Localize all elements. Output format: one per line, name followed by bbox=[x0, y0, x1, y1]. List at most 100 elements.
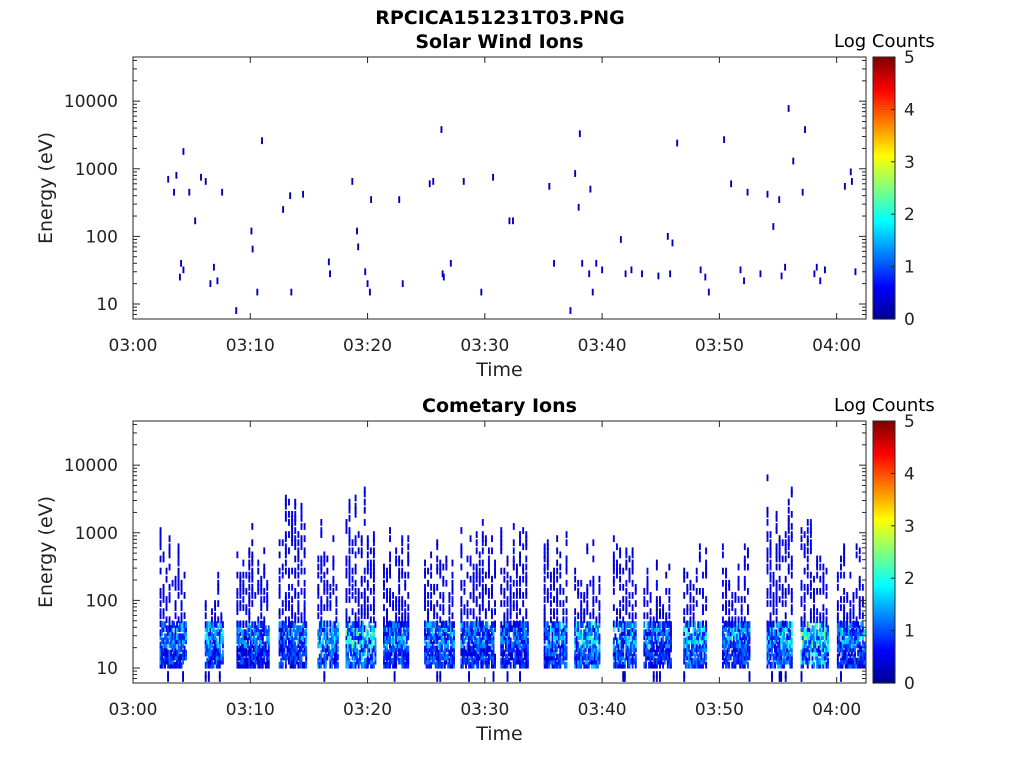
data-cell bbox=[263, 616, 266, 624]
data-cell bbox=[631, 604, 634, 611]
data-cell bbox=[548, 649, 551, 657]
data-cell bbox=[436, 600, 439, 607]
data-cell bbox=[847, 629, 850, 637]
panel-1-title: Solar Wind Ions bbox=[415, 31, 584, 53]
data-cell bbox=[787, 498, 790, 506]
data-cell bbox=[732, 645, 735, 653]
data-cell bbox=[515, 592, 518, 599]
data-cell bbox=[407, 612, 410, 620]
data-cell bbox=[266, 600, 269, 607]
data-cell bbox=[302, 190, 305, 198]
data-cell bbox=[726, 637, 729, 645]
data-cell bbox=[366, 579, 369, 587]
data-cell bbox=[819, 588, 822, 595]
data-cell bbox=[284, 502, 287, 510]
data-cell bbox=[838, 649, 841, 657]
data-cell bbox=[185, 637, 187, 645]
colorbar-segment bbox=[873, 496, 895, 501]
data-cell bbox=[625, 645, 628, 653]
data-cell bbox=[351, 621, 354, 629]
data-cell bbox=[427, 621, 430, 629]
data-cell bbox=[852, 653, 855, 661]
data-cell bbox=[220, 625, 223, 633]
data-cell bbox=[652, 675, 655, 682]
data-cell bbox=[725, 661, 727, 669]
data-cell bbox=[469, 625, 472, 633]
data-cell bbox=[461, 637, 464, 645]
data-cell bbox=[702, 633, 704, 641]
data-cell bbox=[395, 555, 398, 563]
data-cell bbox=[816, 657, 819, 665]
data-cell bbox=[612, 637, 615, 645]
colorbar-segment bbox=[873, 515, 895, 519]
data-cell bbox=[372, 567, 375, 575]
data-cell bbox=[806, 588, 809, 595]
data-cell bbox=[515, 579, 518, 587]
data-cell bbox=[819, 641, 822, 649]
data-cell bbox=[492, 641, 495, 649]
data-cell bbox=[598, 633, 601, 641]
data-cell bbox=[646, 612, 649, 620]
data-cell bbox=[386, 571, 388, 579]
data-cell bbox=[404, 653, 407, 661]
data-cell bbox=[398, 575, 401, 583]
data-cell bbox=[372, 571, 375, 579]
data-cell bbox=[204, 633, 207, 641]
data-cell bbox=[790, 523, 793, 530]
data-cell bbox=[218, 649, 221, 657]
data-cell bbox=[161, 661, 164, 669]
data-cell bbox=[506, 633, 509, 641]
data-cell bbox=[168, 625, 171, 633]
data-cell bbox=[484, 621, 487, 629]
data-cell bbox=[323, 620, 326, 628]
data-cell bbox=[472, 649, 475, 657]
data-cell bbox=[284, 535, 287, 543]
data-cell bbox=[508, 633, 511, 641]
data-cell bbox=[494, 608, 496, 616]
data-cell bbox=[698, 633, 701, 641]
data-cell bbox=[805, 645, 808, 653]
data-cell bbox=[180, 621, 183, 629]
data-cell bbox=[221, 649, 224, 657]
data-cell bbox=[300, 535, 303, 543]
data-cell bbox=[399, 641, 402, 649]
data-cell bbox=[481, 604, 484, 611]
data-cell bbox=[522, 657, 525, 665]
data-cell bbox=[803, 633, 806, 641]
data-cell bbox=[546, 596, 549, 603]
data-cell bbox=[748, 671, 751, 678]
data-cell bbox=[586, 583, 589, 591]
data-cell bbox=[705, 596, 708, 603]
data-cell bbox=[689, 592, 692, 599]
data-cell bbox=[631, 563, 634, 571]
data-cell bbox=[251, 592, 254, 599]
data-cell bbox=[371, 625, 374, 633]
data-cell bbox=[366, 633, 369, 641]
data-cell bbox=[526, 661, 529, 669]
data-cell bbox=[478, 571, 481, 579]
data-cell bbox=[592, 539, 595, 547]
data-cell bbox=[819, 563, 822, 571]
data-cell bbox=[556, 575, 559, 583]
data-cell bbox=[305, 645, 308, 653]
data-cell bbox=[739, 645, 742, 653]
data-cell bbox=[212, 653, 215, 661]
data-cell bbox=[628, 637, 631, 645]
data-cell bbox=[655, 579, 658, 587]
data-cell bbox=[646, 579, 649, 587]
data-cell bbox=[703, 641, 706, 649]
data-cell bbox=[519, 671, 521, 678]
data-cell bbox=[858, 575, 861, 583]
data-cell bbox=[861, 633, 864, 641]
data-cell bbox=[407, 592, 410, 599]
data-cell bbox=[284, 567, 287, 575]
data-cell bbox=[746, 604, 749, 611]
data-cell bbox=[732, 637, 735, 645]
data-cell bbox=[281, 620, 284, 628]
data-cell bbox=[257, 559, 260, 567]
data-cell bbox=[526, 621, 529, 629]
colorbar-segment bbox=[873, 59, 895, 63]
data-cell bbox=[460, 527, 463, 534]
data-cell bbox=[439, 616, 442, 624]
colorbar-segment bbox=[873, 449, 895, 454]
